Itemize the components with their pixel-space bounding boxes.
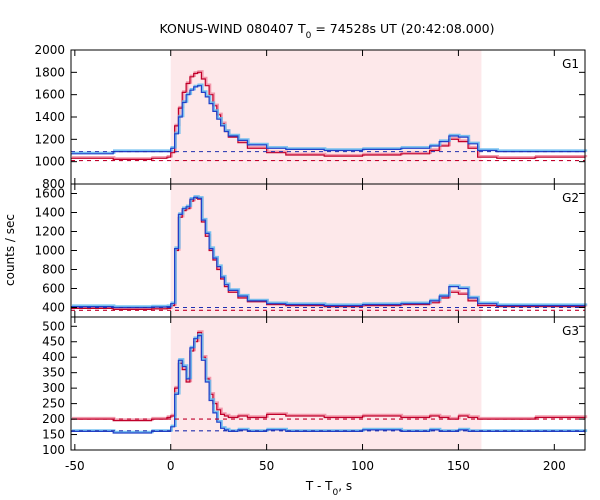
xtick-label: 50 [259,459,274,473]
panel-g1-ytick-label: 1600 [34,88,65,102]
panel-g3-ytick-label: 350 [42,366,65,380]
xtick-label: 150 [447,459,470,473]
panel-g1-ytick-label: 1400 [34,110,65,124]
panel-g1-ytick-label: 1000 [34,155,65,169]
panel-g3-ytick-label: 450 [42,335,65,349]
panel-g2-series-blue [71,196,586,309]
panel-g3-frame [70,316,586,451]
panel-g2-ytick-label: 600 [42,282,65,296]
xtick-label: -50 [65,459,85,473]
data-layer [71,70,588,434]
panel-g2-ytick-label: 1200 [34,225,65,239]
panel-g3-label: G3 [562,324,579,338]
panel-g3-ytick-label: 250 [42,397,65,411]
panel-g1-label: G1 [562,57,579,71]
panel-g3-ytick-label: 300 [42,381,65,395]
panel-g2-ytick-label: 800 [42,263,65,277]
panel-g1-ytick-label: 1200 [34,132,65,146]
panel-g3-ytick-label: 500 [42,319,65,333]
xtick-label: 100 [351,459,374,473]
panel-g3-series-blue-shadow [72,333,588,434]
xtick-label: 200 [543,459,566,473]
panel-g1-ytick-label: 800 [42,177,65,191]
panel-g2-ytick-label: 400 [42,301,65,315]
panel-g2-ytick-label: 1400 [34,206,65,220]
panel-g1-ytick-label: 1800 [34,65,65,79]
panel-g2-label: G2 [562,191,579,205]
panel-g1-series-blue [71,85,586,155]
x-axis-title: T - T0, s [305,479,352,498]
frame-layer: 800100012001400160018002000G140060080010… [34,43,586,473]
panel-g3-ytick-label: 150 [42,428,65,442]
xtick-label: 0 [167,459,175,473]
panel-g2-series-blue-shadow [72,195,588,308]
panel-g2-ytick-label: 1000 [34,244,65,258]
panel-g3-ytick-label: 400 [42,350,65,364]
panel-g3-ytick-label: 100 [42,443,65,457]
panel-g1-ytick-label: 2000 [34,43,65,57]
y-axis-title: counts / sec [3,214,17,286]
panel-g3-ytick-label: 200 [42,412,65,426]
panel-g1-series-red-shadow [72,70,588,160]
panel-g2-ytick-label: 1600 [34,187,65,201]
chart-title: KONUS-WIND 080407 T0 = 74528s UT (20:42:… [159,21,494,41]
panel-g1-series-red [71,71,586,160]
